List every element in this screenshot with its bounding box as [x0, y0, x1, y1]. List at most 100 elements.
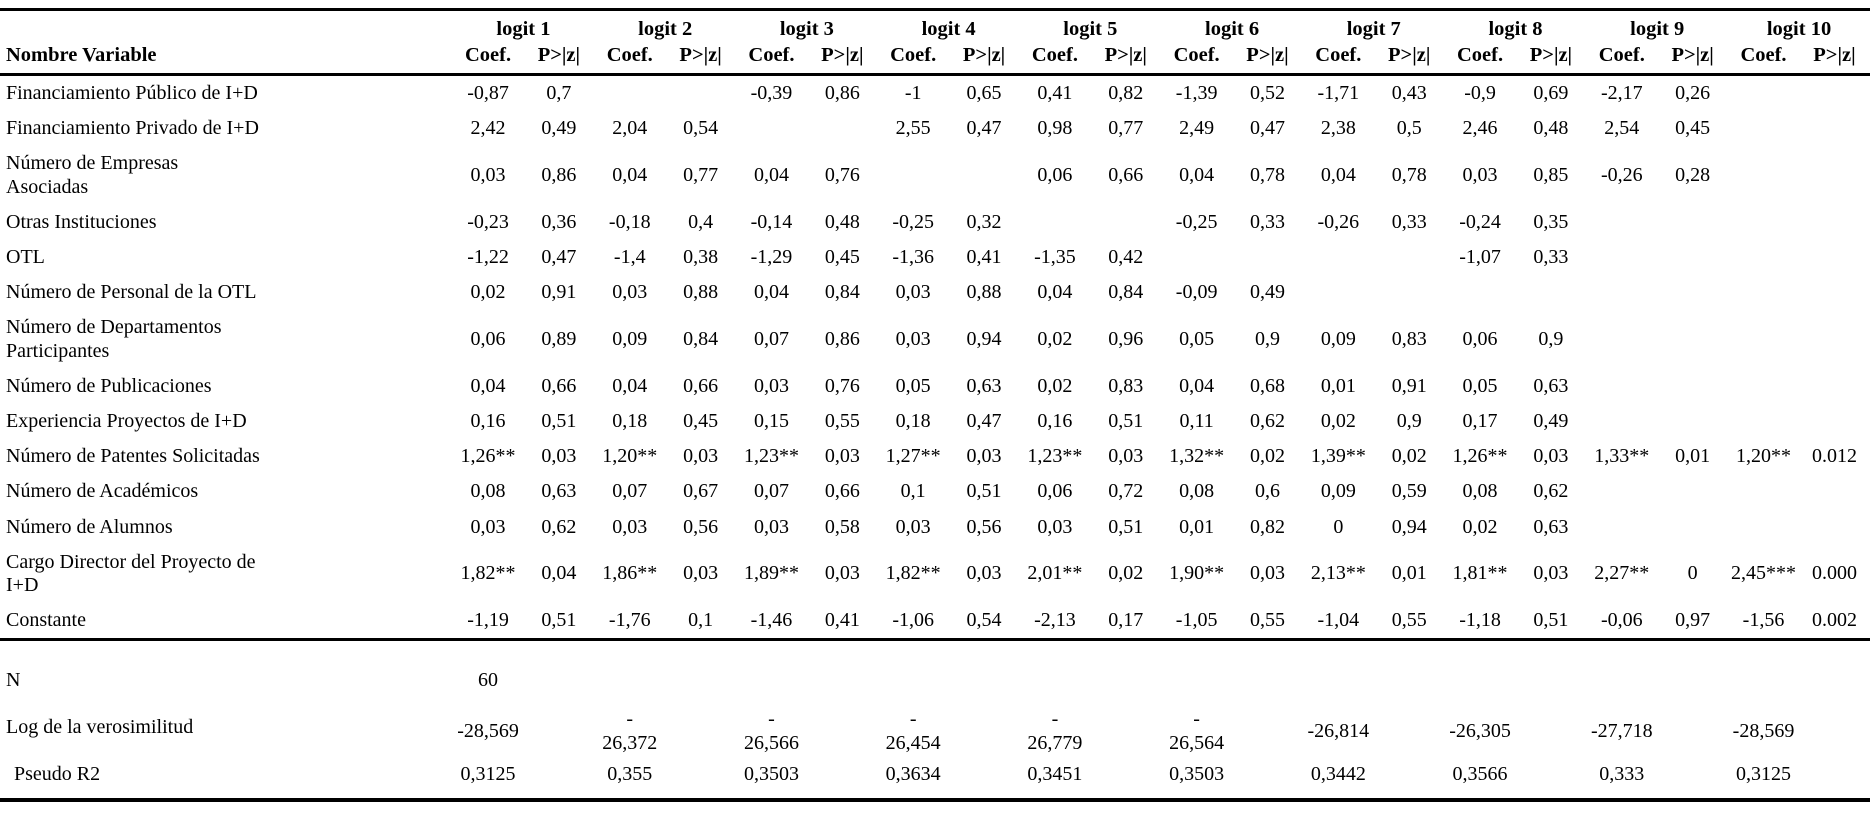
stat-empty-cell — [806, 756, 878, 803]
coef-cell: -0,25 — [1175, 210, 1218, 233]
coef-cell — [1728, 75, 1799, 112]
p-value-cell: 0,02 — [1108, 562, 1144, 585]
p-value-cell — [1515, 275, 1586, 310]
p-value-cell: 0,6 — [1254, 480, 1280, 503]
p-value-cell: 0,52 — [1249, 82, 1285, 105]
p-value-cell: 0,48 — [824, 210, 860, 233]
p-value-cell: 0,94 — [1391, 515, 1427, 538]
p-value-cell: 0,69 — [1533, 82, 1569, 105]
coef-cell: 1,89** — [743, 562, 799, 585]
p-value-cell: 0,38 — [683, 246, 719, 269]
p-value-cell — [1657, 510, 1728, 545]
coef-cell: -0,25 — [892, 210, 935, 233]
p-value-cell — [1374, 240, 1445, 275]
coef-cell: 1,90** — [1169, 562, 1225, 585]
p-value-cell: 0,03 — [1533, 562, 1569, 585]
coef-cell: -1,46 — [736, 603, 807, 642]
p-value-cell: 0,35 — [1533, 210, 1569, 233]
coef-header: Coef. — [1728, 41, 1799, 77]
stat-value — [878, 640, 949, 699]
coef-cell — [736, 111, 807, 146]
p-value-cell: 0,9 — [1538, 328, 1564, 350]
model-header: logit 2 — [638, 18, 693, 40]
p-value-cell: 0,33 — [1249, 210, 1285, 233]
coef-cell — [1019, 205, 1090, 240]
stat-empty-cell — [1799, 698, 1870, 756]
p-value-cell: 0,56 — [966, 515, 1002, 538]
p-value-cell: 0,42 — [1108, 246, 1144, 269]
stat-empty-cell — [523, 698, 594, 756]
p-value-cell: 0,45 — [824, 246, 860, 269]
coef-cell: 0,06 — [1462, 328, 1498, 350]
coef-cell: 0,04 — [753, 164, 789, 187]
p-value-cell — [1657, 240, 1728, 275]
coef-cell: 0,05 — [1179, 328, 1215, 350]
coef-cell: -1,56 — [1728, 603, 1799, 642]
coef-cell: -1,22 — [467, 246, 509, 269]
coef-cell — [1586, 369, 1657, 404]
stat-value: 0,3566 — [1444, 756, 1516, 803]
coef-cell: -0,24 — [1459, 210, 1501, 233]
coef-cell: -1,71 — [1317, 82, 1360, 105]
coef-cell: 0,03 — [753, 374, 789, 397]
variable-label: Número de Personal de la OTL — [6, 281, 257, 304]
coef-cell: 0,08 — [1179, 480, 1215, 503]
variable-label: Número de Empresas Asociadas — [6, 152, 179, 198]
table-row: Número de Departamentos Participantes 0,0… — [0, 310, 1870, 368]
table-stats: N 60 Log de la verosimilitud -28,569 - 26,37… — [0, 640, 1870, 803]
stat-empty-cell — [1515, 698, 1586, 756]
p-value-cell: 0,17 — [1090, 603, 1162, 642]
variable-label: Cargo Director del Proyecto de I+D — [6, 550, 256, 596]
p-value-cell: 0,94 — [966, 328, 1002, 350]
variable-label: Número de Alumnos — [6, 515, 173, 538]
stat-empty-cell — [1090, 640, 1161, 699]
coef-cell — [878, 146, 949, 204]
coef-cell: 2,46 — [1462, 117, 1498, 140]
stat-empty-cell — [948, 756, 1020, 803]
coef-cell: 0,07 — [753, 480, 789, 503]
coef-cell: -1,04 — [1302, 603, 1374, 642]
p-value-cell: 0,51 — [523, 603, 595, 642]
coef-cell: 2,49 — [1179, 117, 1215, 140]
coef-cell: -0,18 — [608, 210, 651, 233]
model-header: logit 3 — [779, 18, 834, 40]
p-value-cell: 0,91 — [541, 281, 577, 304]
coef-cell: 1,82** — [885, 562, 941, 585]
stat-value: 0,3125 — [452, 756, 524, 803]
p-value-cell — [1799, 510, 1870, 545]
coef-cell — [1586, 510, 1657, 545]
p-value-cell: 0,63 — [1533, 374, 1569, 397]
coef-cell: 1,27** — [885, 445, 941, 468]
coef-cell: -1,29 — [750, 246, 793, 269]
p-value-cell: 0,77 — [683, 164, 719, 187]
coef-cell: 0,02 — [1320, 409, 1356, 432]
p-value-cell: 0,4 — [688, 210, 714, 233]
p-value-cell: 0,02 — [1391, 445, 1427, 468]
variable-label: Número de Publicaciones — [6, 374, 212, 397]
coef-cell — [1586, 275, 1657, 310]
coef-cell: 0,09 — [1320, 328, 1356, 350]
p-value-cell — [949, 146, 1020, 204]
stat-empty-cell — [665, 640, 736, 699]
stat-value — [1161, 640, 1232, 699]
coef-cell: -1,39 — [1175, 82, 1218, 105]
coef-cell: -1,05 — [1161, 603, 1233, 642]
coef-cell: 0,16 — [1037, 409, 1073, 432]
stat-empty-cell — [1657, 640, 1728, 699]
stat-empty-cell — [949, 640, 1020, 699]
table-row: Otras Instituciones -0,23 0,36 -0,18 0,4 -0,1… — [0, 205, 1870, 240]
coef-cell: 0,04 — [1037, 281, 1073, 304]
coef-cell — [1303, 275, 1374, 310]
stat-empty-cell — [1657, 698, 1728, 756]
coef-cell — [1728, 111, 1799, 146]
coef-cell: -1 — [904, 82, 922, 105]
coef-cell: 1,39** — [1310, 445, 1366, 468]
stat-value — [1586, 640, 1657, 699]
coef-cell: 0,09 — [612, 328, 648, 350]
stat-value: - 26,372 — [602, 708, 658, 754]
p-value-cell: 0,47 — [966, 409, 1002, 432]
stat-value: 0,3503 — [736, 756, 807, 803]
coef-cell: -0,23 — [467, 210, 509, 233]
coef-cell: 0,03 — [612, 515, 648, 538]
